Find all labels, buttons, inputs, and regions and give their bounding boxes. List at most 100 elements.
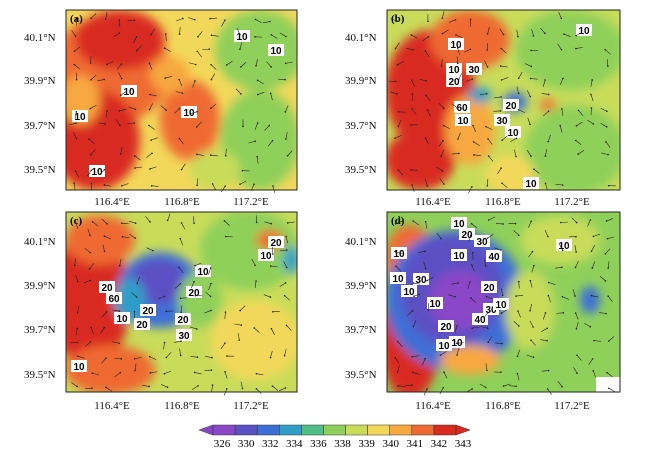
wind-barb-dot <box>240 66 242 68</box>
contour-label: 10 <box>495 300 507 311</box>
wind-barb-dot <box>547 281 550 284</box>
wind-barb <box>479 383 486 388</box>
wind-barb-dot <box>272 310 274 313</box>
wind-barb-dot <box>575 221 578 224</box>
wind-barb-dot <box>210 369 213 372</box>
lon-label: 116.8°E <box>485 196 521 208</box>
wind-barb <box>128 106 136 110</box>
wind-barb-dot <box>118 264 121 267</box>
wind-barb-dot <box>118 32 121 34</box>
wind-barb-dot <box>76 327 78 330</box>
wind-barb-dot <box>500 79 503 81</box>
wind-barb-dot <box>272 185 274 187</box>
wind-barb <box>164 370 172 374</box>
wind-barb-dot <box>412 371 414 374</box>
panel-d-label: (d) <box>391 215 405 227</box>
wind-barb-dot <box>547 110 550 113</box>
wind-barb <box>150 28 155 35</box>
contour-label: 20 <box>188 288 200 299</box>
lat-label: 39.9°N <box>345 75 377 87</box>
wind-barb-dot <box>148 62 151 65</box>
wind-barb-dot <box>442 124 445 127</box>
wind-barb-dot <box>469 281 471 283</box>
wind-barb <box>501 183 508 188</box>
wind-barb <box>600 123 607 128</box>
wind-barb <box>528 251 533 258</box>
wind-barb-dot <box>134 167 136 169</box>
wind-barb-dot <box>591 358 594 360</box>
colorbar-tick-label: 332 <box>262 438 279 450</box>
wind-barb-dot <box>575 34 577 37</box>
wind-barb <box>574 245 577 253</box>
wind-barb-dot <box>178 78 180 81</box>
wind-barb <box>165 34 167 42</box>
wind-barb-dot <box>487 341 490 344</box>
contour-label: 20 <box>505 101 517 112</box>
wind-barb-dot <box>75 122 77 125</box>
wind-barb-dot <box>179 297 182 300</box>
wind-barb <box>544 230 549 237</box>
contour-label: 10 <box>393 249 405 260</box>
wind-barb-dot <box>149 168 151 170</box>
wind-barb <box>149 356 157 360</box>
wind-barb-dot <box>224 371 226 373</box>
wind-barb <box>518 71 523 79</box>
wind-barb <box>192 80 196 88</box>
wind-barb-dot <box>90 182 93 185</box>
wind-barb-dot <box>180 168 183 171</box>
contour-label: 10 <box>403 287 415 298</box>
wind-barb <box>100 327 105 334</box>
wind-barb-dot <box>194 264 196 267</box>
wind-barb-dot <box>604 253 607 255</box>
wind-barb <box>102 244 105 252</box>
latitude-labels: 40.1°N 39.9°N 39.7°N 39.5°N 40.1°N 39.9°… <box>24 32 377 381</box>
wind-barb-dot <box>424 137 427 139</box>
wind-barb-dot <box>546 388 549 390</box>
lat-label: 39.9°N <box>24 280 56 292</box>
wind-barb <box>285 61 293 64</box>
wind-barb <box>160 105 167 111</box>
wind-barb-dot <box>178 33 181 35</box>
wind-barb <box>163 342 165 350</box>
wind-barb <box>90 13 97 19</box>
wind-barb-dot <box>443 183 445 185</box>
wind-barb-dot <box>454 295 456 298</box>
wind-barb-dot <box>485 295 488 298</box>
wind-barb-dot <box>103 326 106 329</box>
wind-barb <box>286 325 292 331</box>
wind-barb-dot <box>89 107 92 110</box>
wind-barb-dot <box>606 237 609 240</box>
wind-barb <box>397 341 403 347</box>
wind-barb <box>563 33 571 37</box>
wind-barb <box>285 236 289 244</box>
wind-barb-dot <box>544 312 547 314</box>
wind-barb-dot <box>487 311 489 314</box>
wind-barb <box>588 358 593 365</box>
wind-barb <box>134 166 142 169</box>
lon-label: 117.2°E <box>554 400 590 412</box>
wind-barb-dot <box>285 249 288 251</box>
wind-barb <box>607 261 610 269</box>
wind-barb-dot <box>133 19 136 22</box>
wind-barb-dot <box>411 384 413 387</box>
wind-barb-dot <box>106 63 108 66</box>
wind-barb <box>174 340 182 343</box>
wind-barb <box>115 119 121 126</box>
wind-barb <box>527 117 531 125</box>
wind-barb-dot <box>179 237 182 240</box>
wind-barb <box>503 383 511 387</box>
wind-barb <box>555 266 563 269</box>
contour-label: 30 <box>496 116 508 127</box>
wind-barb <box>264 221 272 224</box>
wind-barb-dot <box>590 93 592 96</box>
wind-barb-dot <box>224 235 227 238</box>
wind-barb-dot <box>559 221 562 224</box>
colorbar-segment <box>411 424 435 436</box>
wind-barb-dot <box>592 235 595 238</box>
wind-barb-dot <box>103 250 106 253</box>
wind-barb-dot <box>77 355 79 358</box>
wind-barb-dot <box>88 138 90 140</box>
wind-barb <box>120 90 127 96</box>
wind-barb-dot <box>500 47 502 50</box>
colorbar-tick-label: 336 <box>310 438 327 450</box>
